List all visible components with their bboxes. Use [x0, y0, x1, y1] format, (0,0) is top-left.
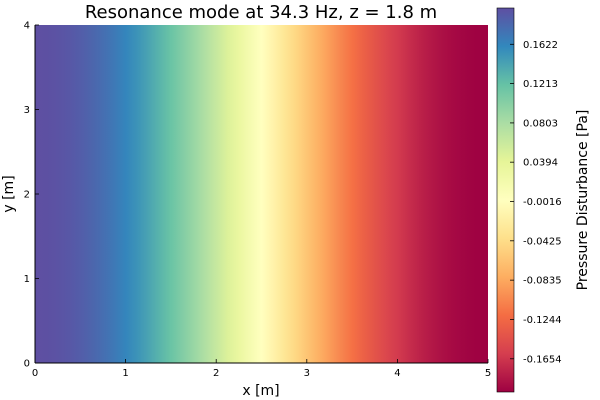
y-tick-label: 0 [24, 359, 30, 370]
y-tick-label: 4 [24, 21, 30, 32]
colorbar-tick-label: -0.1654 [523, 354, 562, 365]
heatmap-field [35, 25, 488, 363]
colorbar-tick-label: -0.0016 [523, 197, 562, 208]
y-axis-label: y [m] [1, 175, 17, 212]
y-ticks: 0 1 2 3 4 [24, 21, 39, 370]
colorbar-ticks: 0.1622 0.1213 0.0803 0.0394 -0.0016 -0.0425 -0… [510, 40, 562, 365]
colorbar-tick-label: 0.0394 [523, 158, 558, 169]
colorbar-tick-label: -0.0835 [523, 276, 562, 287]
y-tick-label: 3 [24, 105, 30, 116]
x-tick-label: 0 [32, 368, 38, 379]
x-axis-label: x [m] [242, 383, 279, 399]
colorbar-tick-label: -0.0425 [523, 236, 562, 247]
x-tick-label: 5 [485, 368, 491, 379]
colorbar-tick-label: -0.1244 [523, 315, 562, 326]
x-tick-label: 2 [213, 368, 219, 379]
colorbar-tick-label: 0.1622 [523, 40, 558, 51]
colorbar-tick-label: 0.1213 [523, 79, 558, 90]
colorbar-label: Pressure Disturbance [Pa] [575, 110, 591, 291]
y-tick-label: 2 [24, 190, 30, 201]
colorbar [496, 7, 515, 393]
x-tick-label: 1 [122, 368, 128, 379]
x-ticks: 0 1 2 3 4 5 [32, 359, 491, 379]
x-tick-label: 3 [304, 368, 310, 379]
y-tick-label: 1 [24, 274, 30, 285]
x-tick-label: 4 [394, 368, 400, 379]
colorbar-tick-label: 0.0803 [523, 118, 558, 129]
chart-title: Resonance mode at 34.3 Hz, z = 1.8 m [85, 2, 437, 23]
